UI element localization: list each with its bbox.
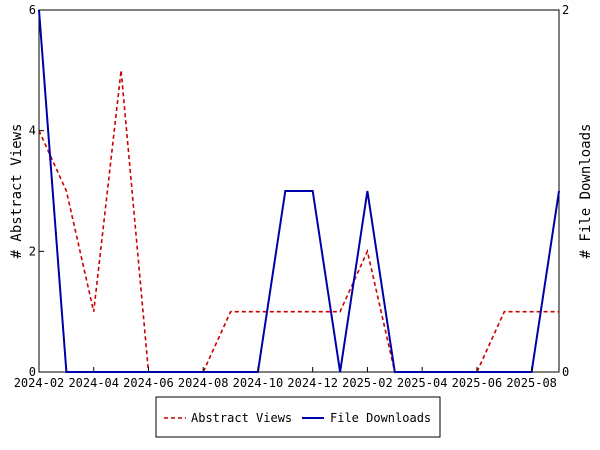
legend: Abstract Views File Downloads bbox=[155, 396, 441, 438]
y-tick-label: 6 bbox=[29, 3, 36, 17]
y-tick-label: 2 bbox=[29, 244, 36, 258]
x-tick-label: 2024-02 bbox=[14, 376, 65, 390]
x-tick-label: 2024-10 bbox=[233, 376, 284, 390]
legend-box bbox=[155, 396, 441, 438]
x-tick-label: 2024-12 bbox=[287, 376, 338, 390]
series-layer bbox=[38, 9, 560, 373]
x-tick-label: 2024-06 bbox=[123, 376, 174, 390]
x-tick-label: 2025-08 bbox=[506, 376, 557, 390]
series-line-file-downloads bbox=[38, 9, 560, 373]
x-tick-label: 2024-08 bbox=[178, 376, 229, 390]
axes-layer: 2024-02 2024-04 2024-06 2024-08 2024-10 2024-… bbox=[14, 3, 570, 390]
legend-label-file-downloads: File Downloads bbox=[330, 411, 431, 425]
y2-tick-label: 2 bbox=[562, 3, 569, 17]
y-axis-label: # Abstract Views bbox=[9, 124, 25, 259]
y2-tick-label: 0 bbox=[562, 365, 569, 379]
x-tick-label: 2025-02 bbox=[342, 376, 393, 390]
y-tick-label: 0 bbox=[29, 365, 36, 379]
x-tick-label: 2024-04 bbox=[68, 376, 119, 390]
y-tick-label: 4 bbox=[29, 124, 36, 138]
x-tick-label: 2025-04 bbox=[397, 376, 448, 390]
y2-axis-label: # File Downloads bbox=[578, 124, 594, 259]
x-tick-label: 2025-06 bbox=[452, 376, 503, 390]
legend-label-abstract-views: Abstract Views bbox=[191, 411, 292, 425]
